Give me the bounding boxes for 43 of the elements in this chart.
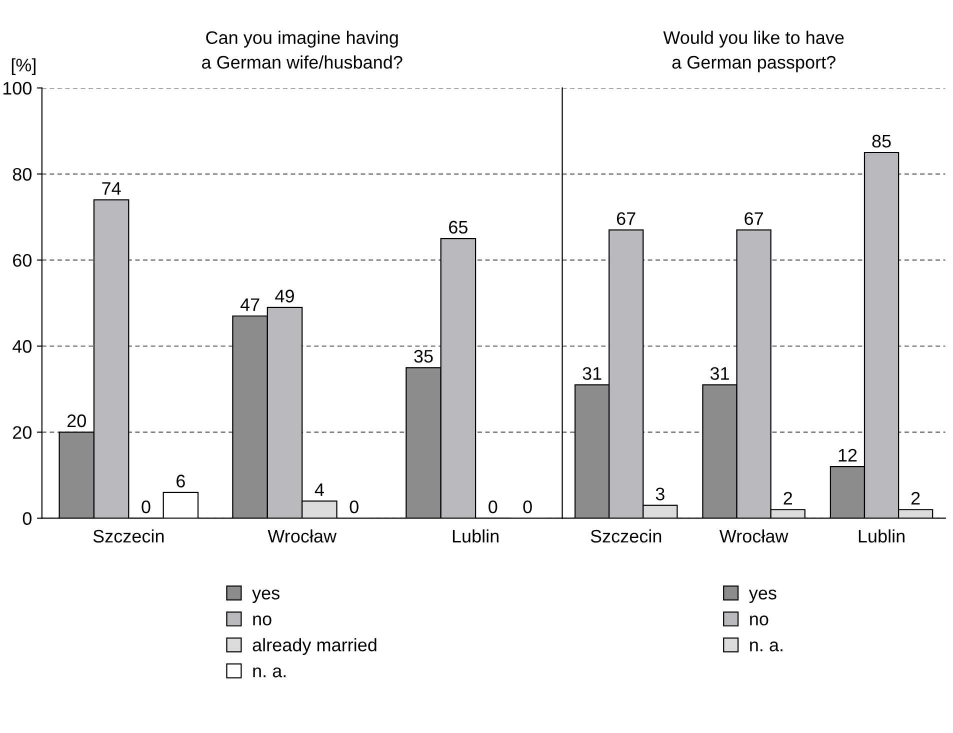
data-label: 0	[350, 500, 358, 514]
data-label: 85	[872, 134, 891, 148]
legend-label: n. a.	[750, 641, 782, 652]
y-tick-label: 40	[12, 340, 32, 353]
y-tick-label: 0	[22, 512, 32, 525]
x-tick-label: Lublin	[452, 529, 498, 543]
legend-label: no	[750, 616, 768, 626]
y-tick-label: 20	[13, 426, 32, 439]
legend-label: already married	[252, 638, 376, 655]
chart-title: Can you imagine having a German wife/husband?	[202, 30, 402, 69]
data-label: 31	[582, 367, 602, 380]
y-tick-label: 60	[13, 254, 32, 267]
x-tick-label: Wrocław	[719, 529, 788, 543]
data-label: 3	[656, 488, 664, 500]
data-label: 4	[314, 483, 324, 496]
data-label: 49	[275, 290, 294, 302]
data-label: 0	[523, 500, 532, 514]
data-label: 67	[744, 212, 763, 225]
legend-label: yes	[252, 590, 280, 604]
data-label: 12	[838, 448, 857, 462]
data-label: 2	[784, 492, 792, 504]
data-label: 67	[616, 212, 636, 225]
x-tick-label: Lublin	[858, 529, 904, 543]
data-label: 20	[67, 414, 86, 428]
data-label: 35	[414, 350, 433, 363]
data-label: 0	[142, 500, 150, 514]
x-tick-label: Szczecin	[93, 529, 164, 543]
data-label: 31	[710, 367, 729, 380]
chart-title: Would you like to have a German passport?	[663, 30, 844, 72]
x-tick-label: Wrocław	[268, 529, 337, 543]
y-axis-title: [%]	[12, 58, 36, 76]
data-label: 0	[488, 500, 498, 514]
data-label: 6	[176, 474, 185, 488]
data-label: 65	[449, 220, 468, 234]
y-tick-label: 100	[3, 82, 32, 95]
legend-label: yes	[748, 590, 776, 604]
data-label: 2	[911, 492, 920, 504]
x-tick-label: Szczecin	[590, 529, 662, 543]
legend-label: n. a.	[253, 667, 286, 678]
y-tick-label: 80	[12, 168, 32, 181]
legend-label: no	[253, 616, 272, 626]
data-label: 74	[102, 182, 121, 195]
data-label: 47	[240, 298, 260, 311]
